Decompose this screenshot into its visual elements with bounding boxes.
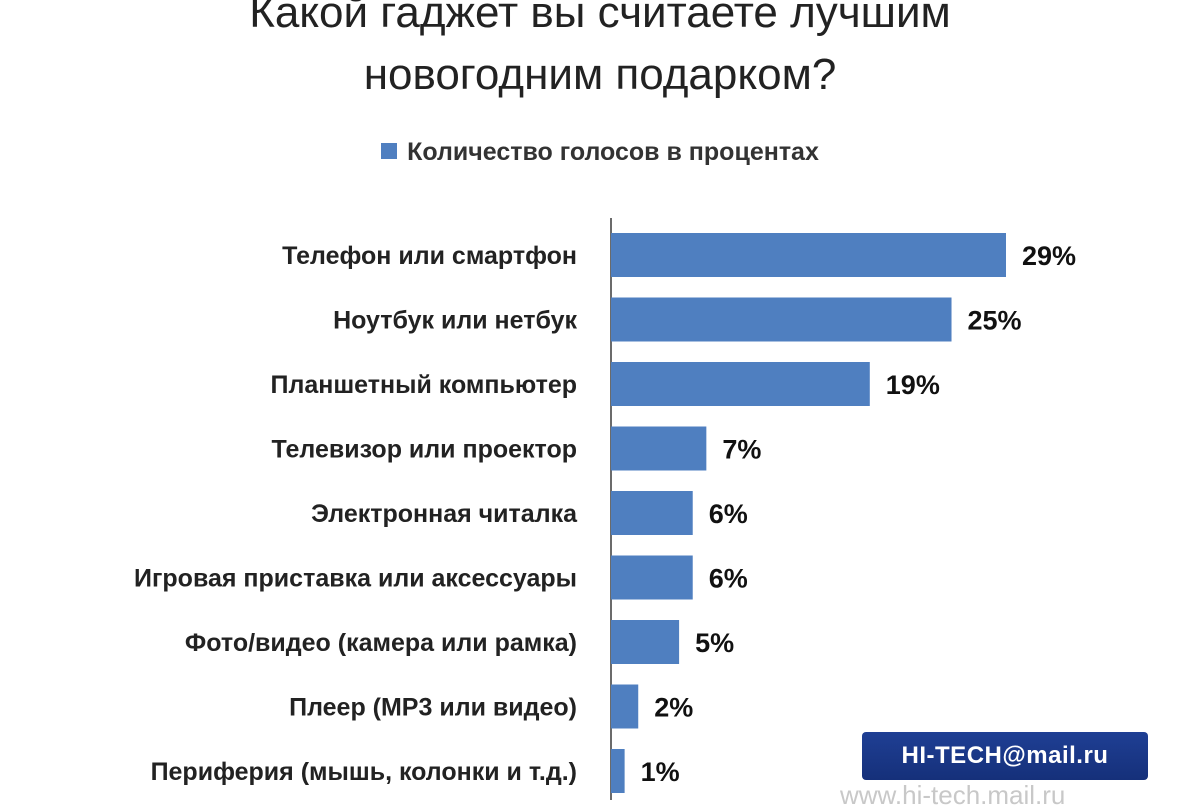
chart-title-line-1: Какой гаджет вы считаете лучшим: [249, 0, 951, 37]
data-label: 7%: [722, 435, 761, 465]
bar: [611, 749, 625, 793]
category-label: Игровая приставка или аксессуары: [134, 565, 577, 593]
bar: [611, 620, 680, 664]
data-label: 5%: [695, 628, 734, 658]
data-label: 6%: [709, 564, 748, 594]
data-label: 25%: [968, 306, 1022, 336]
chart-title: Какой гаджет вы считаете лучшим новогодн…: [0, 0, 1200, 106]
category-label: Планшетный компьютер: [270, 371, 577, 399]
legend-swatch: [381, 143, 398, 160]
data-label: 19%: [886, 370, 940, 400]
chart-legend: Количество голосов в процентах: [0, 138, 1200, 167]
category-label: Плеер (MP3 или видео): [289, 694, 577, 722]
category-label: Ноутбук или нетбук: [333, 307, 577, 335]
category-label: Фото/видео (камера или рамка): [185, 629, 577, 657]
hi-tech-mail-logo: HI-TECH@mail.ru: [862, 732, 1148, 780]
category-label: Электронная читалка: [311, 500, 578, 528]
data-label: 6%: [709, 499, 748, 529]
bars-layer: Телефон или смартфон 29% Ноутбук или нетбу…: [134, 218, 1076, 800]
bar: [611, 362, 870, 406]
bar: [611, 233, 1006, 277]
bar: [611, 426, 707, 471]
bar: [611, 555, 693, 600]
chart-title-line-2: новогодним подарком?: [363, 50, 837, 99]
bar: [611, 491, 693, 535]
data-label: 2%: [654, 693, 693, 723]
data-label: 29%: [1022, 241, 1076, 271]
category-label: Периферия (мышь, колонки и т.д.): [151, 758, 577, 786]
site-watermark: www.hi-tech.mail.ru: [840, 780, 1066, 810]
category-label: Телевизор или проектор: [272, 436, 578, 464]
category-label: Телефон или смартфон: [282, 242, 577, 270]
bar: [611, 297, 952, 342]
data-label: 1%: [641, 757, 680, 787]
legend-label: Количество голосов в процентах: [407, 138, 819, 166]
bar: [611, 684, 639, 729]
